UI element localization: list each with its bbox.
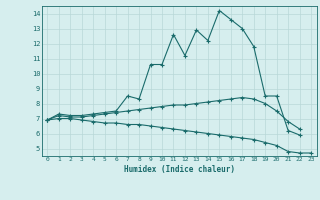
- X-axis label: Humidex (Indice chaleur): Humidex (Indice chaleur): [124, 165, 235, 174]
